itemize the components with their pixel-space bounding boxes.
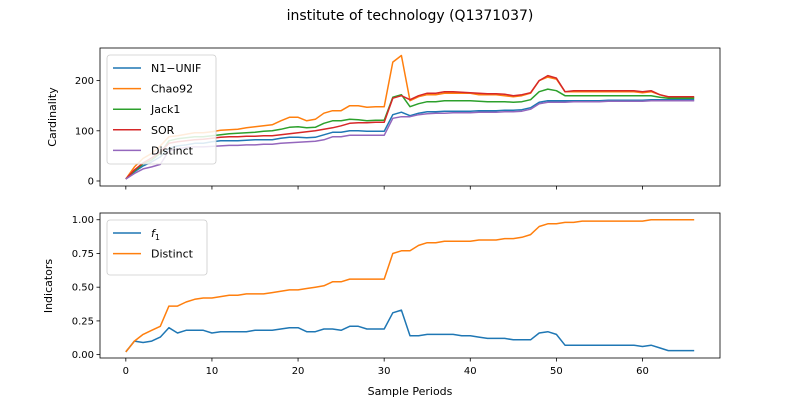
indicators-y-tick-label: 1.00 bbox=[72, 215, 94, 226]
cardinality-ticks: 0 100 200 bbox=[75, 76, 643, 190]
indicators-series-f1 bbox=[125, 309, 695, 353]
cardinality-legend-box bbox=[106, 54, 217, 165]
indicators-x-tick-label: 60 bbox=[636, 366, 649, 377]
indicators-legend-label-distinct: Distinct bbox=[151, 248, 194, 261]
indicators-ticks: 0 10 20 30 40 50 60 0.00 0.25 0.50 0.75 1.00 bbox=[72, 215, 649, 377]
cardinality-y-tick-label: 200 bbox=[75, 76, 94, 87]
cardinality-series-distinct bbox=[125, 99, 695, 180]
indicators-x-tick-label: 30 bbox=[378, 366, 391, 377]
cardinality-legend-label-jack1: Jack1 bbox=[150, 103, 180, 116]
cardinality-legend-label-distinct: Distinct bbox=[151, 144, 194, 157]
indicators-x-tick-label: 40 bbox=[464, 366, 477, 377]
indicators-legend-label-f1: f1 bbox=[151, 227, 160, 242]
cardinality-series-n1-unif bbox=[125, 98, 695, 180]
indicators-lines bbox=[125, 218, 695, 353]
cardinality-lines bbox=[125, 54, 695, 180]
cardinality-legend-label-chao92: Chao92 bbox=[151, 83, 193, 96]
cardinality-series-sor bbox=[125, 74, 695, 180]
indicators-axes-frame bbox=[99, 212, 721, 359]
cardinality-legend-label-sor: SOR bbox=[151, 124, 175, 137]
indicators-y-tick-label: 0.00 bbox=[72, 350, 94, 361]
indicators-x-tick-label: 0 bbox=[123, 366, 129, 377]
cardinality-legend: N1−UNIF Chao92 Jack1 SOR Distinct bbox=[106, 54, 217, 165]
indicators-legend: f1 Distinct bbox=[106, 219, 208, 276]
cardinality-series-chao92 bbox=[125, 54, 695, 180]
indicators-x-tick-label: 20 bbox=[292, 366, 305, 377]
indicators-x-tick-label: 10 bbox=[206, 366, 219, 377]
indicators-panel: 0 10 20 30 40 50 60 0.00 0.25 0.50 0.75 1.00 Indica… bbox=[42, 212, 721, 398]
cardinality-axes-frame bbox=[99, 47, 721, 187]
indicators-y-tick-label: 0.25 bbox=[72, 316, 94, 327]
x-axis-label: Sample Periods bbox=[368, 385, 453, 398]
indicators-y-tick-label: 0.75 bbox=[72, 249, 94, 260]
indicators-y-tick-label: 0.50 bbox=[72, 283, 94, 294]
indicators-x-tick-label: 50 bbox=[550, 366, 563, 377]
cardinality-legend-label-n1-unif: N1−UNIF bbox=[151, 62, 201, 75]
cardinality-y-tick-label: 100 bbox=[75, 126, 94, 137]
cardinality-y-axis-label: Cardinality bbox=[46, 87, 59, 147]
cardinality-y-tick-label: 0 bbox=[88, 176, 94, 187]
indicators-series-distinct bbox=[125, 218, 695, 353]
indicators-y-axis-label: Indicators bbox=[42, 259, 55, 314]
cardinality-panel: 0 100 200 Cardinality N1−UNIF Chao92 Jack1 SO… bbox=[46, 47, 721, 190]
cardinality-series-jack1 bbox=[125, 88, 695, 180]
figure-title: institute of technology (Q1371037) bbox=[287, 8, 534, 24]
